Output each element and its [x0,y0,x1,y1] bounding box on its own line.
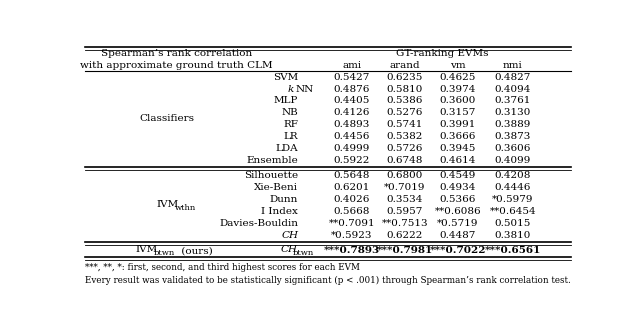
Text: 0.4487: 0.4487 [440,231,476,240]
Text: LR: LR [284,133,298,141]
Text: Spearman’s rank correlation: Spearman’s rank correlation [101,49,252,58]
Text: Classifiers: Classifiers [140,114,195,123]
Text: *0.7019: *0.7019 [384,183,426,192]
Text: Xie-Beni: Xie-Beni [254,183,298,192]
Text: Ensemble: Ensemble [246,156,298,165]
Text: 0.6201: 0.6201 [333,183,370,192]
Text: 0.4625: 0.4625 [440,72,476,82]
Text: vm: vm [450,61,466,69]
Text: *0.5923: *0.5923 [331,231,372,240]
Text: Silhouette: Silhouette [244,171,298,180]
Text: 0.3889: 0.3889 [495,120,531,129]
Text: 0.6748: 0.6748 [387,156,423,165]
Text: 0.5648: 0.5648 [333,171,370,180]
Text: ami: ami [342,61,362,69]
Text: 0.5957: 0.5957 [387,207,423,216]
Text: CH: CH [281,231,298,240]
Text: 0.5276: 0.5276 [387,109,423,117]
Text: 0.3945: 0.3945 [440,144,476,153]
Text: MLP: MLP [274,96,298,106]
Text: 0.4934: 0.4934 [440,183,476,192]
Text: 0.4405: 0.4405 [333,96,370,106]
Text: IVM: IVM [136,245,158,254]
Text: 0.4099: 0.4099 [495,156,531,165]
Text: btwn: btwn [292,249,314,257]
Text: 0.5015: 0.5015 [495,219,531,228]
Text: I Index: I Index [261,207,298,216]
Text: 0.3534: 0.3534 [387,195,423,204]
Text: 0.3157: 0.3157 [440,109,476,117]
Text: ***0.7022: ***0.7022 [429,246,486,255]
Text: 0.3810: 0.3810 [495,231,531,240]
Text: RF: RF [284,120,298,129]
Text: wthn: wthn [175,204,196,212]
Text: 0.6222: 0.6222 [387,231,423,240]
Text: LDA: LDA [276,144,298,153]
Text: 0.4094: 0.4094 [495,85,531,93]
Text: 0.4456: 0.4456 [333,133,370,141]
Text: 0.4999: 0.4999 [333,144,370,153]
Text: 0.5366: 0.5366 [440,195,476,204]
Text: with approximate ground truth CLM: with approximate ground truth CLM [81,61,273,69]
Text: 0.3761: 0.3761 [495,96,531,106]
Text: 0.5810: 0.5810 [387,85,423,93]
Text: 0.5382: 0.5382 [387,133,423,141]
Text: Every result was validated to be statistically significant (p < .001) through Sp: Every result was validated to be statist… [85,276,571,285]
Text: 0.5741: 0.5741 [387,120,423,129]
Text: arand: arand [390,61,420,69]
Text: 0.6800: 0.6800 [387,171,423,180]
Text: 0.3600: 0.3600 [440,96,476,106]
Text: NB: NB [282,109,298,117]
Text: 0.3606: 0.3606 [495,144,531,153]
Text: nmi: nmi [503,61,523,69]
Text: **0.6454: **0.6454 [490,207,536,216]
Text: ***, **, *: first, second, and third highest scores for each EVM: ***, **, *: first, second, and third hig… [85,263,360,272]
Text: 0.4549: 0.4549 [440,171,476,180]
Text: 0.4208: 0.4208 [495,171,531,180]
Text: 0.3130: 0.3130 [495,109,531,117]
Text: 0.5726: 0.5726 [387,144,423,153]
Text: 0.4827: 0.4827 [495,72,531,82]
Text: 0.5668: 0.5668 [333,207,370,216]
Text: **0.7513: **0.7513 [381,219,428,228]
Text: 0.4446: 0.4446 [495,183,531,192]
Text: **0.6086: **0.6086 [435,207,481,216]
Text: Dunn: Dunn [270,195,298,204]
Text: 0.6235: 0.6235 [387,72,423,82]
Text: CH: CH [280,245,298,254]
Text: 0.4614: 0.4614 [440,156,476,165]
Text: ***0.7893: ***0.7893 [324,246,380,255]
Text: NN: NN [295,85,314,93]
Text: ***0.7981: ***0.7981 [377,246,433,255]
Text: **0.7091: **0.7091 [328,219,375,228]
Text: GT-ranking EVMs: GT-ranking EVMs [396,49,488,58]
Text: btwn: btwn [154,249,175,257]
Text: 0.4026: 0.4026 [333,195,370,204]
Text: 0.4126: 0.4126 [333,109,370,117]
Text: 0.5386: 0.5386 [387,96,423,106]
Text: IVM: IVM [157,200,179,209]
Text: k: k [288,85,294,93]
Text: 0.3974: 0.3974 [440,85,476,93]
Text: 0.4893: 0.4893 [333,120,370,129]
Text: (ours): (ours) [178,246,213,255]
Text: ***0.6561: ***0.6561 [485,246,541,255]
Text: Davies-Bouldin: Davies-Bouldin [220,219,298,228]
Text: SVM: SVM [273,72,298,82]
Text: 0.3666: 0.3666 [440,133,476,141]
Text: 0.3873: 0.3873 [495,133,531,141]
Text: *0.5979: *0.5979 [492,195,534,204]
Text: 0.5427: 0.5427 [333,72,370,82]
Text: 0.5922: 0.5922 [333,156,370,165]
Text: *0.5719: *0.5719 [437,219,479,228]
Text: 0.3991: 0.3991 [440,120,476,129]
Text: 0.4876: 0.4876 [333,85,370,93]
